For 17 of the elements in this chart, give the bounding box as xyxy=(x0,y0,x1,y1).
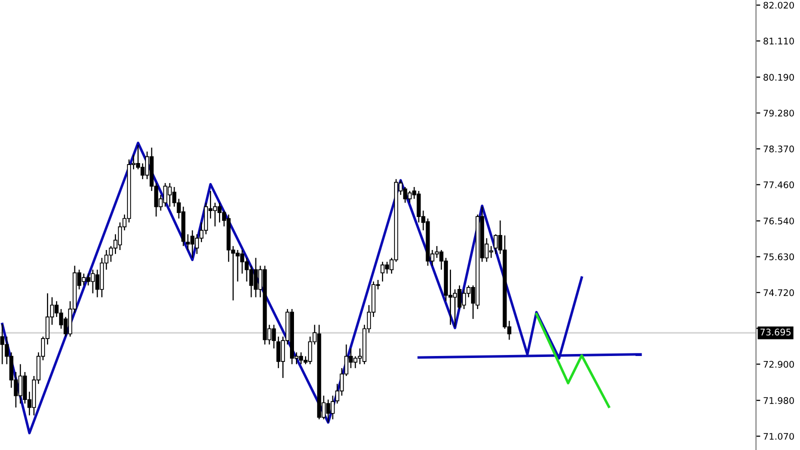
y-tick-label: 74.720 xyxy=(764,289,794,296)
y-tick-label: 72.900 xyxy=(764,360,794,368)
candlestick xyxy=(272,324,276,349)
y-tick-label: 77.460 xyxy=(764,181,794,188)
candlestick xyxy=(494,234,498,254)
candlestick xyxy=(380,261,385,282)
y-tick-label: 79.280 xyxy=(764,110,794,117)
y-tick-label: 82.020 xyxy=(764,2,794,9)
y-tick-label: 71.070 xyxy=(764,432,794,440)
y-tick-label: 80.190 xyxy=(764,74,794,81)
y-tick-label: 71.980 xyxy=(764,397,794,404)
y-tick-label: 76.540 xyxy=(764,218,794,224)
y-tick-label: 78.370 xyxy=(764,146,794,152)
line-series xyxy=(535,312,610,408)
y-tick-label: 81.110 xyxy=(764,38,794,45)
y-tick-label: 75.630 xyxy=(764,253,794,260)
ref-line-label: 73.695 xyxy=(760,328,791,336)
